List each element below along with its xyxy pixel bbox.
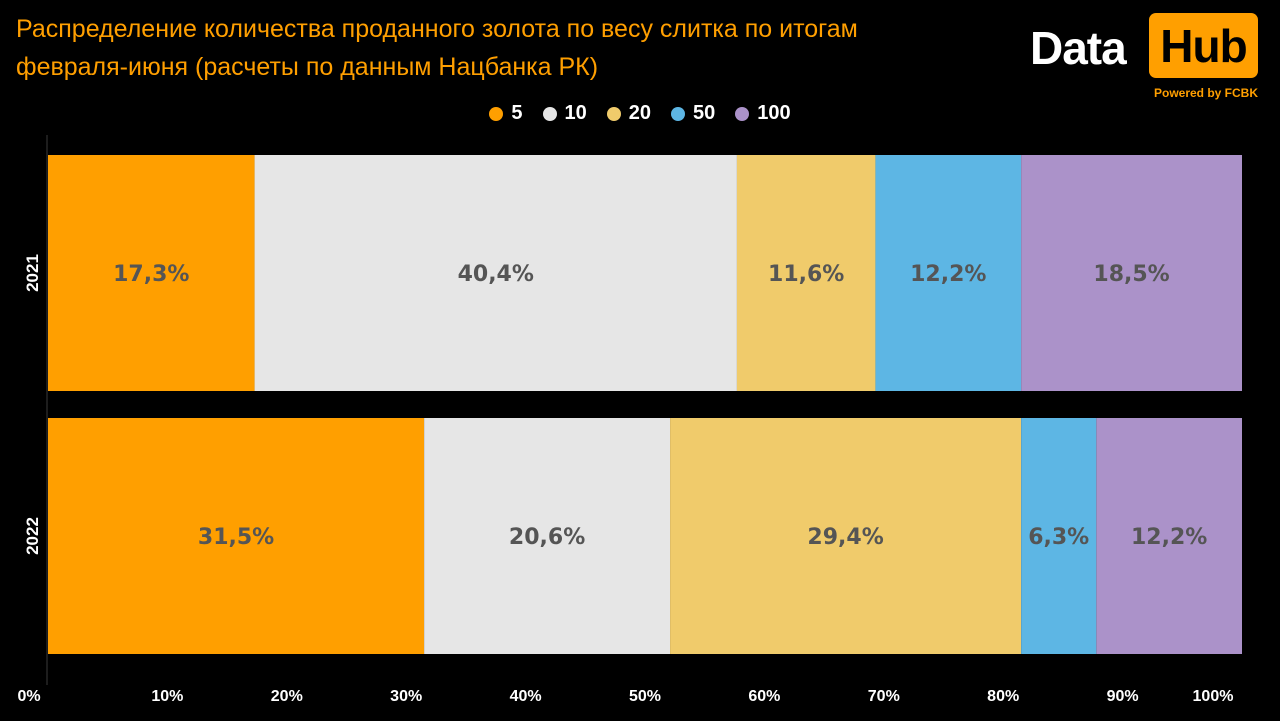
x-tick-label: 50%	[629, 688, 661, 705]
bar-segment-2021-50	[875, 155, 1022, 391]
data-label-2022-50: 6,3%	[1028, 525, 1089, 550]
data-label-2022-20: 29,4%	[807, 525, 883, 550]
logo-powered-by: Powered by FCBK	[1153, 86, 1258, 100]
legend-label: 50	[693, 102, 716, 124]
legend-swatch	[489, 106, 504, 121]
x-tick-label: 0%	[17, 688, 40, 705]
x-tick-label: 30%	[390, 688, 422, 705]
x-tick-label: 60%	[748, 688, 780, 705]
data-label-2022-100: 12,2%	[1131, 525, 1207, 550]
legend-label: 5	[511, 102, 523, 124]
bar-segment-2022-20	[670, 418, 1022, 654]
bar-segment-2021-100	[1021, 155, 1242, 391]
x-tick-label: 20%	[271, 688, 303, 705]
x-tick-label: 90%	[1107, 688, 1139, 705]
datahub-logo: Data Hub Powered by FCBK	[1030, 12, 1260, 104]
x-tick-label: 40%	[510, 688, 542, 705]
x-tick-label: 70%	[868, 688, 900, 705]
legend-item-10: 10	[542, 102, 587, 125]
bar-segment-2022-10	[424, 418, 671, 654]
bar-segment-2021-10	[254, 155, 737, 391]
legend-swatch	[735, 106, 750, 121]
data-label-2021-20: 11,6%	[768, 262, 844, 287]
x-tick-label: 100%	[1193, 688, 1234, 705]
data-label-2021-50: 12,2%	[910, 262, 986, 287]
legend-item-20: 20	[606, 102, 651, 125]
legend-swatch	[542, 106, 557, 121]
data-label-2021-100: 18,5%	[1093, 262, 1169, 287]
legend-label: 20	[628, 102, 651, 124]
category-label-2022: 2022	[23, 517, 42, 555]
x-tick-label: 80%	[987, 688, 1019, 705]
bar-segment-2021-20	[736, 155, 876, 391]
bar-segment-2021-5	[48, 155, 255, 391]
chart-title: Распределение количества проданного золо…	[16, 15, 858, 81]
legend-swatch	[606, 106, 621, 121]
legend-label: 100	[757, 102, 791, 124]
bar-segment-2022-5	[48, 418, 425, 654]
legend-swatch	[671, 106, 685, 121]
data-label-2021-5: 17,3%	[113, 262, 189, 287]
bar-segment-2022-100	[1096, 418, 1242, 654]
legend-label: 10	[564, 102, 587, 124]
legend-item-5: 5	[489, 102, 523, 125]
bar-segment-2022-50	[1021, 418, 1097, 654]
logo-data-text: Data	[1030, 22, 1127, 74]
category-label-2021: 2021	[23, 254, 42, 292]
data-label-2022-5: 31,5%	[198, 525, 274, 550]
chart-legend: 5 10 20 50 100	[0, 102, 1280, 125]
legend-item-50: 50	[671, 102, 715, 125]
legend-item-100: 100	[735, 102, 791, 125]
logo-hub-badge: Hub	[1149, 13, 1258, 78]
data-label-2022-10: 20,6%	[509, 525, 585, 550]
data-label-2021-10: 40,4%	[458, 262, 534, 287]
x-tick-label: 10%	[151, 688, 183, 705]
